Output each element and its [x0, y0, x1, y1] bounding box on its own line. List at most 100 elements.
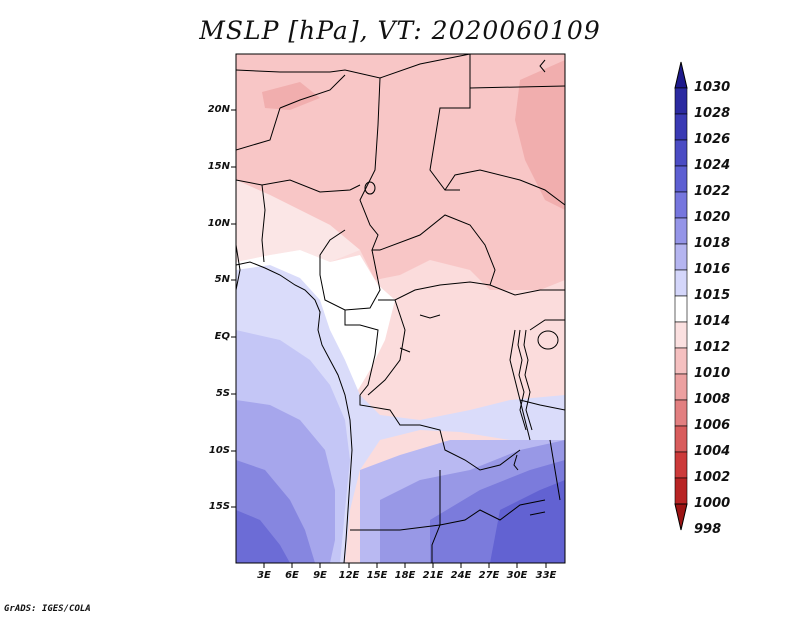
colorbar-label: 1006 — [694, 418, 731, 433]
border-north — [236, 54, 471, 79]
border-tanzania — [519, 399, 565, 411]
river-mark-2 — [399, 347, 411, 353]
border-congo-gabon — [344, 310, 379, 396]
colorbar-segment — [674, 425, 688, 453]
colorbar-label: 1024 — [694, 158, 731, 173]
lake-kariba — [529, 511, 546, 516]
colorbar-segment — [674, 243, 688, 271]
border-cameroon — [319, 229, 381, 311]
colorbar-segment — [674, 113, 688, 141]
colorbar-label: 1004 — [694, 444, 731, 459]
border-zambia — [431, 470, 441, 563]
map-frame — [235, 53, 566, 564]
colorbar-label: 1016 — [694, 262, 731, 277]
lat-label: 20N — [207, 104, 230, 115]
colorbar-cap-top — [674, 61, 688, 89]
colorbar-segment — [674, 451, 688, 479]
border-car-sudan — [379, 214, 496, 286]
lon-label: 18E — [394, 570, 416, 581]
border-drc-east — [509, 329, 531, 441]
colorbar-segment — [674, 269, 688, 297]
colorbar-label: 1026 — [694, 132, 731, 147]
lon-label: 33E — [535, 570, 557, 581]
lat-label: EQ — [214, 331, 230, 342]
lake-tanganyika-east — [523, 329, 533, 431]
colorbar-label: 1015 — [694, 288, 731, 303]
colorbar-segment — [674, 477, 688, 505]
colorbar-segment — [674, 87, 688, 115]
field-1022 — [236, 510, 290, 563]
colorbar-cap-bottom — [674, 503, 688, 531]
colorbar-label: 998 — [694, 522, 722, 537]
lat-label: 15N — [207, 161, 230, 172]
lon-label: 27E — [478, 570, 500, 581]
sinai — [539, 59, 546, 73]
colorbar-segment — [674, 399, 688, 427]
border-mali — [236, 107, 281, 151]
lat-label: 15S — [208, 501, 230, 512]
colorbar-segment — [674, 373, 688, 401]
colorbar-label: 1022 — [694, 184, 731, 199]
river-mark-1 — [419, 314, 441, 319]
lon-label: 9E — [313, 570, 327, 581]
lat-label: 5N — [214, 274, 230, 285]
pressure-field — [236, 54, 565, 563]
colorbar-segment — [674, 217, 688, 245]
colorbar-segment — [674, 139, 688, 167]
colorbar-segment — [674, 321, 688, 349]
lake-chad — [364, 181, 376, 195]
border-benin — [261, 184, 266, 263]
lon-label: 6E — [285, 570, 299, 581]
lon-label: 30E — [506, 570, 528, 581]
colorbar — [674, 61, 688, 531]
colorbar-label: 1008 — [694, 392, 731, 407]
border-malawi — [549, 439, 561, 501]
field-1008-north — [262, 82, 320, 110]
colorbar-label: 1014 — [694, 314, 731, 329]
lake-tanganyika-west — [517, 329, 527, 431]
border-angola-namibia — [350, 499, 546, 531]
border-west — [236, 244, 241, 291]
border-uganda — [529, 319, 565, 331]
lake-victoria — [537, 330, 559, 350]
lat-label: 5S — [215, 388, 230, 399]
credit-text: GrADS: IGES/COLA — [4, 604, 91, 614]
lon-label: 3E — [257, 570, 271, 581]
colorbar-label: 1000 — [694, 496, 731, 511]
lakes — [364, 59, 559, 516]
field-1022-east — [490, 480, 565, 563]
lon-label: 12E — [338, 570, 360, 581]
colorbar-segment — [674, 295, 688, 323]
colorbar-label: 1010 — [694, 366, 731, 381]
border-car-drc — [378, 281, 491, 301]
colorbar-label: 1012 — [694, 340, 731, 355]
border-drc-angola — [359, 395, 521, 471]
lon-label: 15E — [366, 570, 388, 581]
coastline — [236, 261, 353, 563]
border-sudan — [444, 169, 565, 206]
lon-label: 21E — [422, 570, 444, 581]
border-chad-libya — [429, 54, 471, 191]
border-egypt — [469, 85, 565, 89]
map-title: MSLP [hPa], VT: 2020060109 — [199, 16, 601, 45]
border-niger-chad — [359, 77, 381, 251]
field-1008-east — [515, 60, 565, 210]
border-niger-nigeria — [236, 179, 361, 193]
field-1010 — [236, 54, 565, 290]
lake-mweru — [513, 454, 519, 471]
border-south-sudan — [489, 284, 565, 296]
colorbar-label: 1020 — [694, 210, 731, 225]
border-congo — [367, 299, 406, 396]
lat-label: 10S — [208, 445, 230, 456]
colorbar-segment — [674, 191, 688, 219]
borders — [236, 54, 565, 563]
border-niger-algeria — [279, 74, 346, 109]
colorbar-label: 1030 — [694, 80, 731, 95]
colorbar-segment — [674, 347, 688, 375]
colorbar-segment — [674, 165, 688, 193]
colorbar-label: 1028 — [694, 106, 731, 121]
colorbar-label: 1002 — [694, 470, 731, 485]
lon-label: 24E — [450, 570, 472, 581]
axis-ticks — [231, 109, 547, 568]
